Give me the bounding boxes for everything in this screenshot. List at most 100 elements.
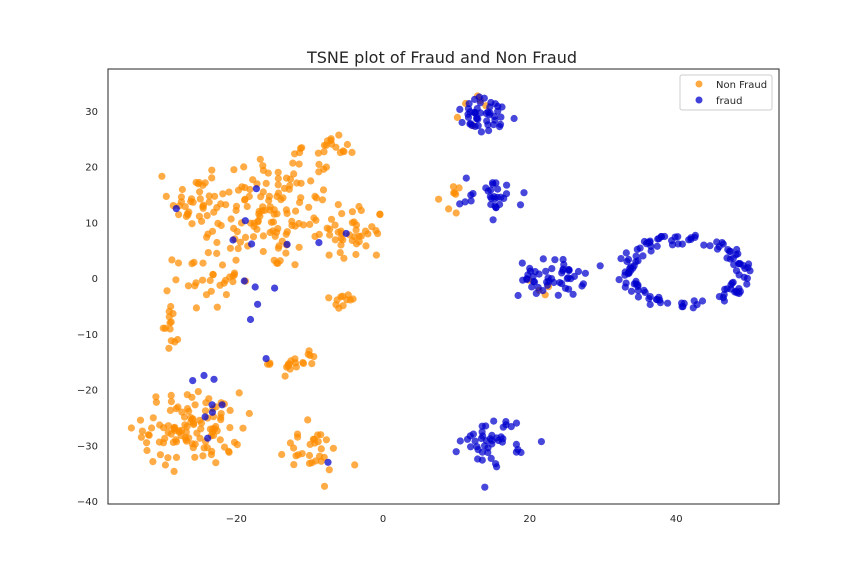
data-point-fraud (456, 437, 464, 445)
data-point-fraud (668, 241, 677, 249)
data-point-fraud (474, 455, 482, 463)
data-point-non-fraud (195, 212, 203, 220)
data-point-non-fraud (191, 453, 199, 461)
data-point-fraud (485, 127, 493, 135)
data-point-non-fraud (174, 259, 183, 267)
data-point-non-fraud (274, 168, 282, 176)
data-point-fraud (246, 315, 255, 324)
data-point-non-fraud (305, 451, 314, 460)
data-point-fraud (494, 107, 502, 115)
data-point-non-fraud (137, 433, 145, 441)
data-point-non-fraud (331, 236, 339, 244)
data-point-fraud (520, 189, 528, 197)
data-point-non-fraud (232, 202, 241, 210)
data-point-fraud (507, 423, 515, 431)
data-point-non-fraud (226, 424, 234, 432)
data-point-fraud (479, 432, 487, 440)
data-point-non-fraud (295, 243, 303, 251)
data-point-fraud (744, 264, 752, 272)
data-point-non-fraud (199, 204, 207, 212)
data-point-fraud (736, 287, 745, 296)
data-point-fraud (730, 261, 738, 269)
data-point-fraud (664, 299, 672, 307)
data-point-fraud (523, 275, 531, 284)
data-point-non-fraud (181, 433, 190, 442)
data-point-fraud (461, 198, 469, 206)
data-point-non-fraud (216, 436, 224, 444)
data-point-non-fraud (170, 467, 178, 475)
data-point-non-fraud (337, 241, 345, 249)
data-point-fraud (189, 377, 197, 385)
data-point-non-fraud (455, 184, 463, 192)
data-point-fraud (492, 204, 500, 212)
data-point-fraud (581, 269, 590, 277)
data-point-fraud (653, 242, 661, 250)
data-point-fraud (706, 242, 714, 250)
data-point-non-fraud (152, 398, 160, 406)
data-point-non-fraud (144, 431, 152, 439)
data-point-fraud (551, 256, 559, 264)
data-point-non-fraud (311, 232, 319, 240)
data-point-non-fraud (259, 162, 267, 170)
data-point-non-fraud (282, 249, 290, 257)
data-point-fraud (464, 113, 473, 121)
data-point-non-fraud (291, 261, 299, 269)
data-point-non-fraud (203, 212, 211, 220)
data-point-non-fraud (230, 271, 238, 279)
data-point-non-fraud (234, 245, 242, 253)
data-point-fraud (491, 100, 499, 108)
data-point-fraud (241, 217, 249, 225)
data-point-fraud (493, 463, 501, 471)
data-point-non-fraud (156, 451, 164, 459)
data-point-fraud (489, 216, 497, 224)
data-point-fraud (634, 293, 643, 301)
data-point-non-fraud (152, 393, 160, 401)
data-point-fraud (634, 257, 642, 265)
data-point-non-fraud (322, 436, 330, 444)
data-point-non-fraud (168, 256, 176, 264)
data-point-fraud (494, 436, 502, 445)
data-point-non-fraud (259, 203, 267, 211)
data-point-fraud (579, 280, 588, 288)
data-point-non-fraud (227, 215, 235, 223)
data-point-non-fraud (156, 421, 164, 429)
data-point-fraud (452, 448, 460, 456)
data-point-non-fraud (199, 276, 207, 284)
data-point-fraud (723, 285, 731, 293)
data-point-fraud (271, 284, 279, 292)
data-point-non-fraud (178, 185, 186, 194)
data-point-fraud (671, 233, 679, 241)
data-point-non-fraud (327, 135, 335, 143)
data-point-fraud (254, 300, 262, 308)
data-point-non-fraud (249, 233, 258, 241)
data-point-non-fraud (325, 466, 333, 474)
data-point-non-fraud (191, 401, 199, 409)
data-point-non-fraud (264, 169, 272, 177)
data-point-non-fraud (189, 444, 197, 452)
data-point-fraud (456, 105, 464, 113)
data-point-non-fraud (229, 278, 237, 286)
data-point-non-fraud (204, 249, 212, 257)
data-point-non-fraud (197, 425, 205, 433)
data-point-non-fraud (182, 212, 190, 220)
data-point-non-fraud (166, 319, 174, 327)
data-point-fraud (687, 235, 695, 243)
data-point-non-fraud (343, 140, 351, 149)
data-point-non-fraud (262, 179, 270, 187)
data-point-non-fraud (149, 458, 157, 466)
data-point-fraud (713, 245, 722, 253)
data-point-non-fraud (213, 249, 221, 257)
data-point-fraud (550, 278, 558, 287)
data-point-fraud (200, 371, 208, 380)
data-point-non-fraud (305, 203, 313, 211)
data-point-fraud (565, 266, 573, 274)
data-point-non-fraud (226, 406, 234, 414)
data-point-fraud (548, 265, 556, 273)
data-point-non-fraud (214, 219, 222, 227)
data-point-non-fraud (283, 209, 291, 218)
data-point-fraud (646, 293, 654, 301)
plot-area: −20 0 20 40 −40 −30 −20 −10 0 10 20 30 (77, 68, 780, 525)
data-point-non-fraud (235, 389, 243, 397)
data-point-non-fraud (352, 221, 361, 229)
